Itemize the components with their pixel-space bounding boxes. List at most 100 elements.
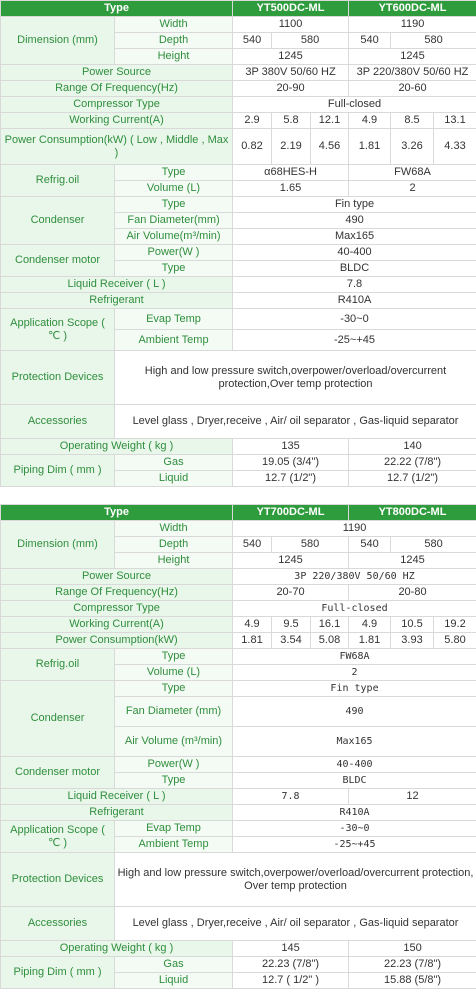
weight-label: Operating Weight ( kg ) bbox=[1, 439, 233, 455]
model-yt700: YT700DC-ML bbox=[233, 505, 349, 521]
current-row: Working Current(A) 4.9 9.5 16.1 4.9 10.5… bbox=[1, 617, 476, 633]
evap-row: Application Scope ( ℃ ) Evap Temp -30~0 bbox=[1, 309, 476, 330]
type-header: Type bbox=[1, 505, 233, 521]
liquid-receiver-value: 7.8 bbox=[233, 277, 476, 293]
ambient-temp-label: Ambient Temp bbox=[115, 837, 233, 853]
liquid-value: 15.88 (5/8") bbox=[349, 973, 476, 989]
motor-power-row: Condenser motor Power(W ) 40-400 bbox=[1, 757, 476, 773]
ambient-temp-label: Ambient Temp bbox=[115, 330, 233, 351]
motor-type-value: BLDC bbox=[233, 261, 476, 277]
oil-volume-label: Volume (L) bbox=[115, 181, 233, 197]
liquid-receiver-label: Liquid Receiver ( L ) bbox=[1, 789, 233, 805]
width-label: Width bbox=[115, 17, 233, 33]
current-label: Working Current(A) bbox=[1, 113, 233, 129]
width-value: 1190 bbox=[233, 521, 476, 537]
current-value: 8.5 bbox=[391, 113, 434, 129]
depth-value: 580 bbox=[272, 537, 349, 553]
power-source-label: Power Source bbox=[1, 569, 233, 585]
fan-diameter-value: 490 bbox=[233, 213, 476, 229]
protection-label: Protection Devices bbox=[1, 351, 115, 405]
protection-value: High and low pressure switch,overpower/o… bbox=[115, 853, 476, 907]
consumption-row: Power Consumption(kW) ( Low , Middle , M… bbox=[1, 129, 476, 165]
weight-row: Operating Weight ( kg ) 135 140 bbox=[1, 439, 476, 455]
width-row: Dimension (mm) Width 1100 1190 bbox=[1, 17, 476, 33]
application-scope-label: Application Scope ( ℃ ) bbox=[1, 821, 115, 853]
depth-value: 540 bbox=[349, 33, 391, 49]
frequency-label: Range Of Frequency(Hz) bbox=[1, 585, 233, 601]
weight-value: 150 bbox=[349, 941, 476, 957]
current-value: 4.9 bbox=[233, 617, 272, 633]
liquid-value: 12.7 (1/2") bbox=[233, 471, 349, 487]
weight-value: 135 bbox=[233, 439, 349, 455]
height-value: 1245 bbox=[233, 553, 349, 569]
frequency-label: Range Of Frequency(Hz) bbox=[1, 81, 233, 97]
depth-label: Depth bbox=[115, 33, 233, 49]
evap-temp-value: -30~0 bbox=[233, 821, 476, 837]
current-label: Working Current(A) bbox=[1, 617, 233, 633]
refrig-oil-label: Refrig.oil bbox=[1, 649, 115, 681]
current-value: 2.9 bbox=[233, 113, 272, 129]
air-volume-label: Air Volume(m³/min) bbox=[115, 229, 233, 245]
accessories-value: Level glass , Dryer,receive , Air/ oil s… bbox=[115, 907, 476, 941]
compressor-row: Compressor Type Full-closed bbox=[1, 601, 476, 617]
condenser-type-row: Condenser Type Fin type bbox=[1, 681, 476, 697]
gas-row: Piping Dim ( mm ) Gas 19.05 (3/4") 22.22… bbox=[1, 455, 476, 471]
compressor-value: Full-closed bbox=[233, 601, 476, 617]
motor-power-label: Power(W ) bbox=[115, 245, 233, 261]
refrig-oil-label: Refrig.oil bbox=[1, 165, 115, 197]
ambient-temp-value: -25~+45 bbox=[233, 330, 476, 351]
accessories-row: Accessories Level glass , Dryer,receive … bbox=[1, 405, 476, 439]
header-row: Type YT500DC-ML YT600DC-ML bbox=[1, 1, 476, 17]
weight-value: 140 bbox=[349, 439, 476, 455]
depth-value: 540 bbox=[233, 537, 272, 553]
gas-row: Piping Dim ( mm ) Gas 22.23 (7/8") 22.23… bbox=[1, 957, 476, 973]
refrigerant-value: R410A bbox=[233, 805, 476, 821]
protection-value: High and low pressure switch,overpower/o… bbox=[115, 351, 476, 405]
current-row: Working Current(A) 2.9 5.8 12.1 4.9 8.5 … bbox=[1, 113, 476, 129]
current-value: 5.8 bbox=[272, 113, 311, 129]
liquid-value: 12.7 (1/2") bbox=[349, 471, 476, 487]
piping-label: Piping Dim ( mm ) bbox=[1, 455, 115, 487]
compressor-label: Compressor Type bbox=[1, 601, 233, 617]
liquid-value: 12.7 ( 1/2" ) bbox=[233, 973, 349, 989]
accessories-value: Level glass , Dryer,receive , Air/ oil s… bbox=[115, 405, 476, 439]
condenser-type-value: Fin type bbox=[233, 197, 476, 213]
condenser-type-label: Type bbox=[115, 681, 233, 697]
power-source-row: Power Source 3P 380V 50/60 HZ 3P 220/380… bbox=[1, 65, 476, 81]
motor-power-value: 40-400 bbox=[233, 757, 476, 773]
power-source-value: 3P 220/380V 50/60 HZ bbox=[233, 569, 476, 585]
gas-value: 22.22 (7/8") bbox=[349, 455, 476, 471]
oil-type-label: Type bbox=[115, 165, 233, 181]
model-yt600: YT600DC-ML bbox=[349, 1, 476, 17]
frequency-value: 20-90 bbox=[233, 81, 349, 97]
depth-value: 580 bbox=[272, 33, 349, 49]
consumption-value: 5.08 bbox=[311, 633, 349, 649]
evap-temp-label: Evap Temp bbox=[115, 821, 233, 837]
condenser-motor-label: Condenser motor bbox=[1, 245, 115, 277]
current-value: 13.1 bbox=[434, 113, 476, 129]
current-value: 4.9 bbox=[349, 617, 391, 633]
consumption-value: 2.19 bbox=[272, 129, 311, 165]
power-source-row: Power Source 3P 220/380V 50/60 HZ bbox=[1, 569, 476, 585]
dimension-label: Dimension (mm) bbox=[1, 17, 115, 65]
refrigerant-label: Refrigerant bbox=[1, 805, 233, 821]
header-row: Type YT700DC-ML YT800DC-ML bbox=[1, 505, 476, 521]
consumption-value: 1.81 bbox=[349, 129, 391, 165]
application-scope-label: Application Scope ( ℃ ) bbox=[1, 309, 115, 351]
consumption-value: 4.56 bbox=[311, 129, 349, 165]
model-yt500: YT500DC-ML bbox=[233, 1, 349, 17]
compressor-value: Full-closed bbox=[233, 97, 476, 113]
consumption-value: 3.26 bbox=[391, 129, 434, 165]
condenser-type-label: Type bbox=[115, 197, 233, 213]
motor-power-label: Power(W ) bbox=[115, 757, 233, 773]
consumption-value: 1.81 bbox=[233, 633, 272, 649]
compressor-row: Compressor Type Full-closed bbox=[1, 97, 476, 113]
motor-type-label: Type bbox=[115, 261, 233, 277]
evap-temp-value: -30~0 bbox=[233, 309, 476, 330]
liquid-label: Liquid bbox=[115, 471, 233, 487]
spec-table-2: Type YT700DC-ML YT800DC-ML Dimension (mm… bbox=[0, 504, 476, 989]
depth-label: Depth bbox=[115, 537, 233, 553]
weight-label: Operating Weight ( kg ) bbox=[1, 941, 233, 957]
power-source-value: 3P 220/380V 50/60 HZ bbox=[349, 65, 476, 81]
refrigerant-label: Refrigerant bbox=[1, 293, 233, 309]
